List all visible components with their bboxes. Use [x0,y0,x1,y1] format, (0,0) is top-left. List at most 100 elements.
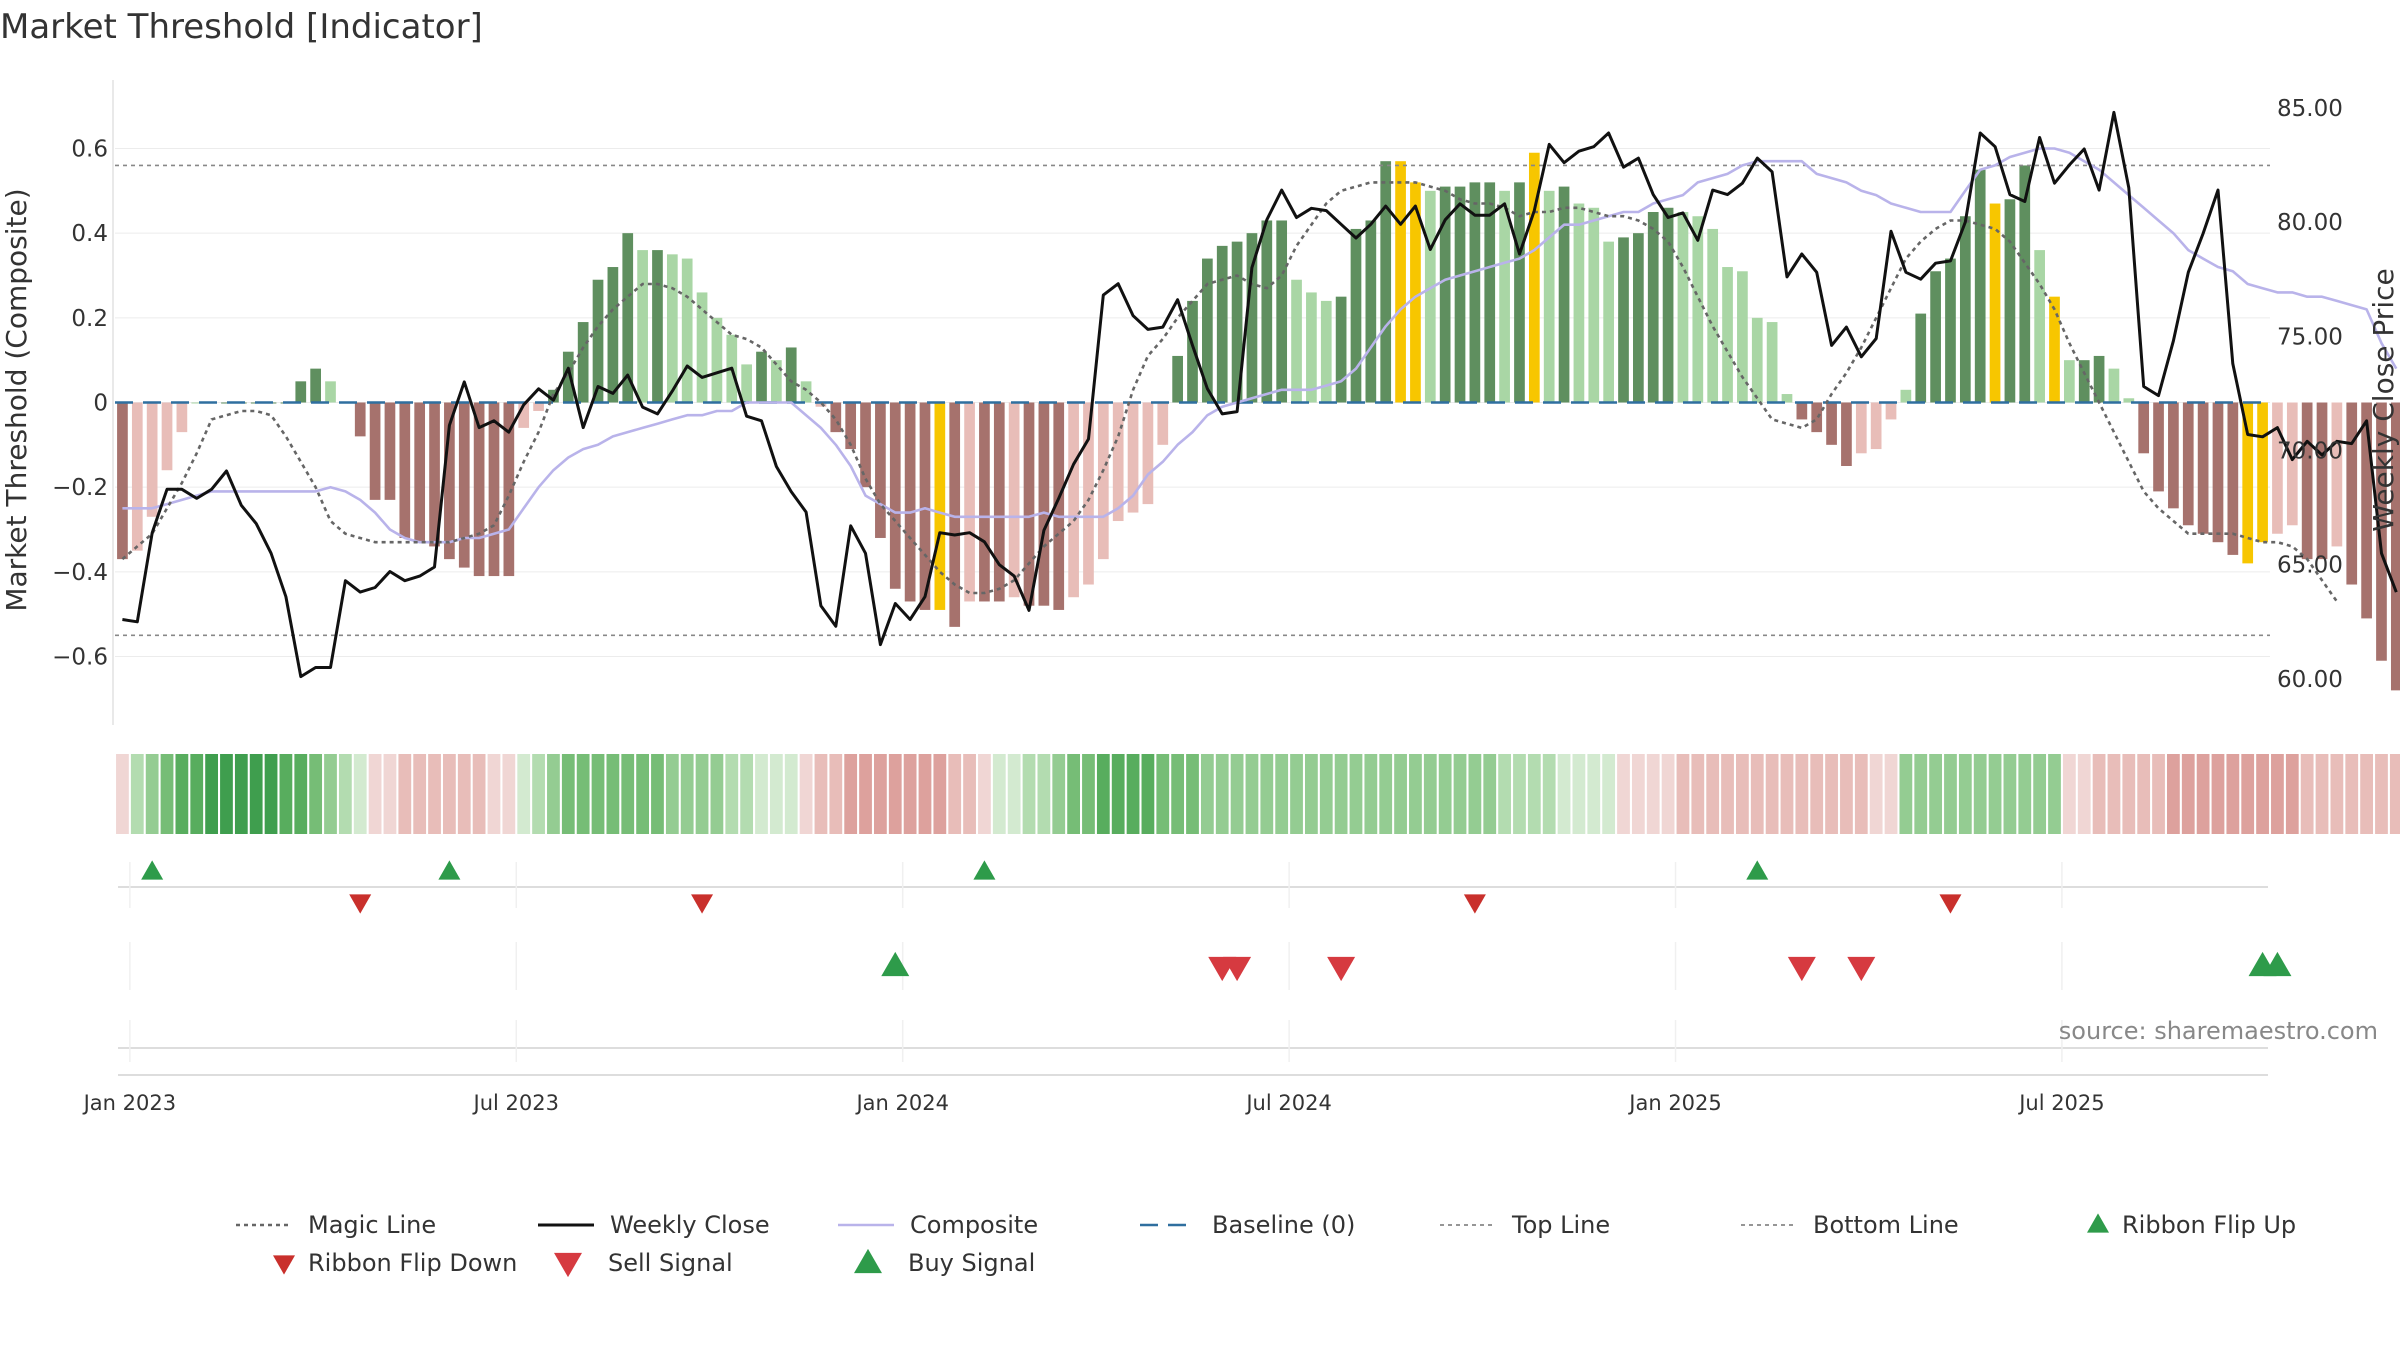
ribbon-cell [1111,754,1125,834]
composite-bar [993,402,1005,602]
composite-bar [1662,207,1674,403]
ribbon-cell [1958,754,1972,834]
ribbon-cell [1141,754,1155,834]
composite-bar [1766,322,1778,403]
ribbon-cell [234,754,248,834]
composite-bar [1543,190,1555,403]
y-tick-label: 0.4 [71,221,108,247]
buy-signal [2263,951,2292,977]
composite-bar [1350,228,1362,403]
composite-bar [1618,237,1629,403]
ribbon-cell [992,754,1006,834]
legend-label: Weekly Close [610,1211,770,1239]
composite-bar [1395,161,1406,403]
composite-bar [1231,241,1243,403]
composite-bar [1097,402,1109,560]
ribbon-cell [1795,754,1809,834]
sell-signal [1847,956,1876,982]
ribbon-cell [903,754,917,834]
legend-item: Buy Signal [854,1248,1035,1277]
x-tick-label: Jul 2023 [472,1091,559,1115]
composite-bar [1737,271,1748,403]
composite-bar [771,360,782,403]
ribbon-cell [2330,754,2344,834]
ribbon-cell [383,754,397,834]
y-tick-label: 0.6 [71,137,108,163]
ribbon-cell [1899,754,1913,834]
composite-bar [1900,389,1912,403]
ribbon-cell [1156,754,1170,834]
composite-bar [503,402,515,577]
composite-bar [1053,402,1065,610]
composite-bar [1677,212,1689,403]
ribbon-cell [324,754,337,834]
ribbon-cell [769,754,783,834]
composite-bar [2138,402,2150,454]
ribbon-cell [1617,754,1630,834]
composite-bar [1261,220,1273,403]
ribbon-cell [1542,754,1556,834]
ribbon-cell [2211,754,2225,834]
ribbon-cell [428,754,441,834]
ribbon-cell [2152,754,2165,834]
ribbon-cell [2062,754,2076,834]
y-tick-label: −0.2 [52,475,108,501]
ribbon-cell [1067,754,1080,834]
ribbon-cell [175,754,189,834]
composite-bar [1647,212,1659,403]
ribbon-cell [621,754,635,834]
sell-signal [1787,956,1816,982]
composite-bar [607,267,619,403]
composite-bar [1008,402,1020,598]
composite-bar [117,402,128,560]
composite-bar [533,402,544,411]
composite-bar [711,317,723,403]
legend-item: Sell Signal [554,1249,733,1278]
ribbon-cell [1349,754,1363,834]
ribbon-cell [1944,754,1957,834]
composite-bar [1068,402,1079,598]
composite-bar [2168,402,2179,509]
composite-bar [1023,402,1035,606]
ribbon-cell [1305,754,1318,834]
composite-bar [1157,402,1169,445]
composite-bar [131,402,143,551]
composite-bar [429,402,440,547]
ribbon-cell [190,754,204,834]
sell-signal [1223,956,1252,982]
ribbon-cell [2077,754,2091,834]
composite-bar [1246,233,1258,403]
legend-label: Bottom Line [1813,1211,1959,1239]
composite-bar [1306,292,1317,403]
ribbon-cell [205,754,218,834]
composite-bar [622,233,634,403]
ribbon-cell [160,754,174,834]
composite-bar [2331,402,2343,547]
ribbon-cell [116,754,129,834]
composite-bar [637,250,648,403]
composite-bar [1528,152,1540,403]
ribbon-cell [606,754,620,834]
ribbon-cell [1126,754,1140,834]
composite-bar [2376,402,2387,661]
y2-tick-label: 60.00 [2277,667,2343,693]
composite-bar [1291,279,1302,403]
legend-item: Ribbon Flip Up [2087,1211,2296,1239]
y-tick-label: −0.6 [52,645,108,671]
composite-bar [652,250,663,403]
composite-bar [295,381,307,403]
ribbon-cell [353,754,367,834]
ribbon-cell [1914,754,1928,834]
composite-bar [146,402,158,517]
ribbon-cell [1736,754,1749,834]
ribbon-cell [1082,754,1095,834]
ribbon-flip-up [141,860,164,880]
composite-bar [2346,402,2358,585]
ribbon-flip-down [691,894,714,914]
composite-bar [161,402,173,471]
ribbon-cell [2167,754,2180,834]
composite-bar [756,351,767,403]
composite-bar [919,402,931,610]
ribbon-cell [1765,754,1779,834]
ribbon-cell [1453,754,1467,834]
